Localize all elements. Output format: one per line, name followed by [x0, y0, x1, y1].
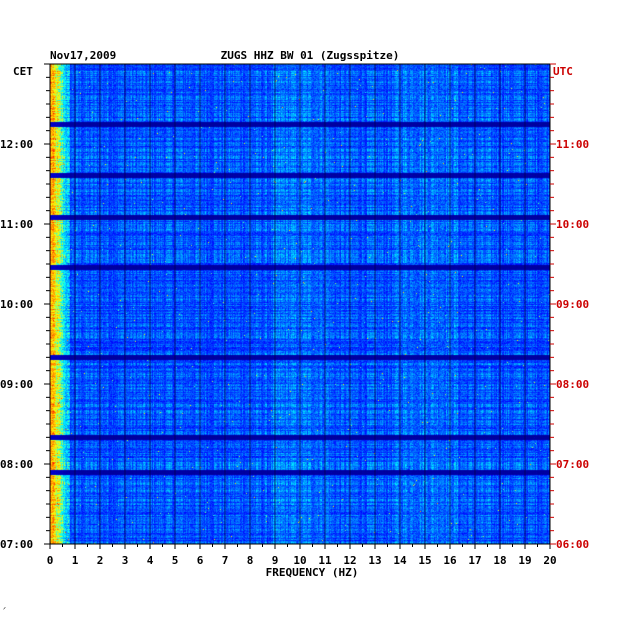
x-tick-label: 16	[443, 554, 457, 567]
left-tick-label: 09:00	[0, 378, 33, 391]
right-tick-label: 11:00	[556, 138, 589, 151]
x-tick-label: 15	[418, 554, 431, 567]
x-tick-label: 10	[293, 554, 306, 567]
left-axis-label: CET	[13, 65, 33, 78]
x-tick-label: 12	[343, 554, 356, 567]
right-tick-label: 09:00	[556, 298, 589, 311]
right-time-axis: 06:00 07:00 08:00 09:00 10:00 11:00	[550, 63, 589, 551]
x-tick-label: 4	[147, 554, 154, 567]
x-tick-label: 1	[72, 554, 79, 567]
x-axis-label: FREQUENCY (HZ)	[266, 566, 359, 579]
date-label: Nov17,2009	[50, 49, 116, 62]
right-axis-label: UTC	[553, 65, 573, 78]
chart-title: ZUGS HHZ BW 01 (Zugsspitze)	[221, 49, 400, 62]
x-tick-label: 20	[543, 554, 556, 567]
right-tick-label: 10:00	[556, 218, 589, 231]
x-tick-label: 3	[122, 554, 129, 567]
x-tick-label: 11	[318, 554, 332, 567]
x-tick-label: 8	[247, 554, 254, 567]
x-tick-label: 17	[468, 554, 481, 567]
right-tick-label: 08:00	[556, 378, 589, 391]
right-tick-label: 07:00	[556, 458, 589, 471]
x-tick-label: 9	[272, 554, 279, 567]
left-tick-label: 07:00	[0, 538, 33, 551]
x-tick-label: 6	[197, 554, 204, 567]
x-tick-label: 7	[222, 554, 229, 567]
left-time-axis: 07:00 08:00 09:00 10:00 11:00 12:00	[0, 63, 50, 551]
grid-lines	[74, 64, 526, 544]
x-tick-label: 19	[518, 554, 531, 567]
x-tick-label: 2	[97, 554, 104, 567]
right-tick-label: 06:00	[556, 538, 589, 551]
left-tick-label: 08:00	[0, 458, 33, 471]
x-tick-label: 5	[172, 554, 179, 567]
x-tick-label: 18	[493, 554, 506, 567]
corner-mark: ᐟ	[3, 606, 6, 614]
x-tick-label: 0	[47, 554, 54, 567]
left-tick-label: 11:00	[0, 218, 33, 231]
x-axis: 0 1 2 3 4 5 6 7 8 9 10 11 12 13 14 15 16 17 18 19 20	[47, 544, 557, 567]
left-tick-label: 12:00	[0, 138, 33, 151]
x-tick-label: 14	[393, 554, 407, 567]
left-tick-label: 10:00	[0, 298, 33, 311]
x-tick-label: 13	[368, 554, 381, 567]
